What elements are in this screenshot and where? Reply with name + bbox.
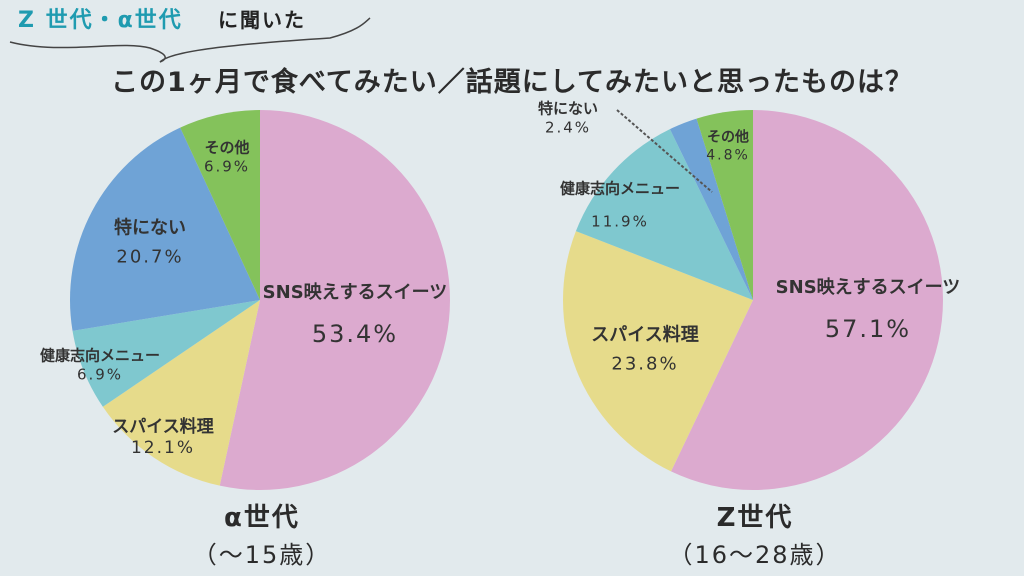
header-highlight: Z 世代・α世代 — [18, 8, 183, 33]
pie-slice — [696, 110, 753, 300]
pie-slice — [102, 300, 260, 486]
label-spice: スパイス料理 12.1% — [112, 416, 214, 458]
label-other: その他 4.8% — [706, 129, 750, 164]
label-none: 特にない 20.7% — [114, 217, 186, 268]
label-sns: SNS映えするスイーツ 57.1% — [775, 276, 961, 343]
pie-alpha — [69, 110, 450, 490]
pie-slice — [219, 110, 450, 490]
label-none: 特にない 2.4% — [537, 99, 599, 136]
header-suffix: に聞いた — [218, 8, 306, 32]
header-swoosh — [9, 17, 371, 63]
pie-slice — [563, 231, 753, 472]
label-other: その他 6.9% — [203, 138, 251, 175]
pie-slice — [575, 129, 753, 300]
pie-z — [563, 110, 943, 490]
label-health: 健康志向メニュー 11.9% — [559, 179, 681, 230]
label-sns: SNS映えするスイーツ 53.4% — [262, 281, 448, 348]
label-health: 健康志向メニュー 6.9% — [39, 346, 161, 383]
pie-slice — [669, 118, 753, 300]
leader-line — [616, 109, 713, 193]
pie-slice — [69, 127, 260, 331]
label-spice: スパイス料理 23.8% — [591, 324, 699, 375]
pie-slice — [671, 110, 943, 490]
pie-slice — [180, 110, 260, 300]
caption-alpha: α世代 （～15歳） — [192, 503, 332, 569]
pie-slice — [72, 300, 261, 407]
page-title: この1ヶ月で食べてみたい／話題にしてみたいと思ったものは？ — [111, 67, 913, 98]
caption-z: Z世代 （16～28歳） — [668, 503, 842, 569]
